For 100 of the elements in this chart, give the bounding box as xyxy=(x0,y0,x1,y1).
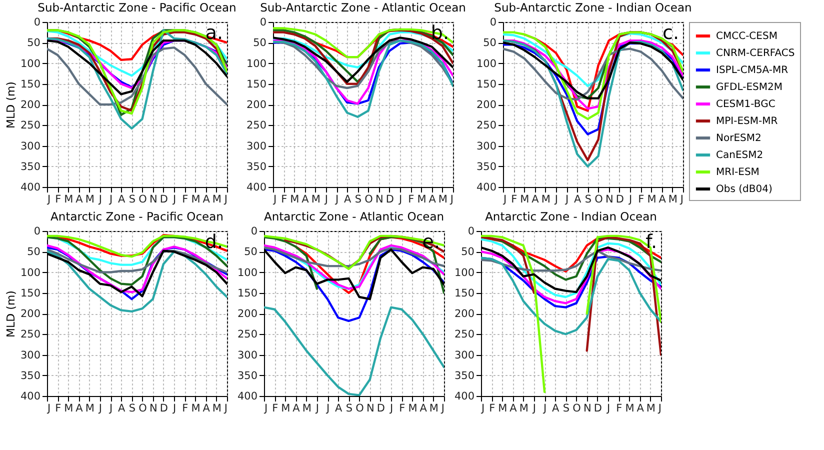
x-tick-label: J xyxy=(98,194,102,206)
x-tick-label: N xyxy=(583,402,592,414)
y-tick-label: 200 xyxy=(454,308,474,320)
x-tick-label: F xyxy=(511,194,518,206)
x-tick-label: J xyxy=(325,402,330,414)
y-tick-label: 100 xyxy=(20,266,40,279)
x-tick-label: J xyxy=(398,194,402,206)
line-series xyxy=(503,39,683,110)
x-tick-label: J xyxy=(272,194,277,206)
x-tick-label: J xyxy=(542,402,547,414)
x-tick-label: J xyxy=(334,194,339,206)
line-series xyxy=(47,248,227,274)
x-tick-label: M xyxy=(212,194,222,206)
legend-label: Obs (dB04) xyxy=(716,184,772,195)
x-tick-label: M xyxy=(498,402,508,414)
chart-title: Antarctic Zone - Indian Ocean xyxy=(485,210,657,224)
x-tick-label: A xyxy=(428,194,437,206)
x-tick-label: M xyxy=(281,402,290,414)
legend-label: NorESM2 xyxy=(716,133,762,144)
y-axis-title: MLD (m) xyxy=(4,290,18,338)
x-tick-label: J xyxy=(657,402,662,414)
x-tick-label: M xyxy=(191,194,200,206)
x-tick-label: F xyxy=(182,194,188,206)
legend-label: CNRM-CERFACS xyxy=(716,48,795,59)
y-tick-label: 0 xyxy=(490,16,496,28)
x-tick-label: J xyxy=(264,402,268,414)
x-tick-label: F xyxy=(489,402,496,414)
y-tick-label: 0 xyxy=(34,16,40,28)
x-tick-label: D xyxy=(160,402,168,414)
y-tick-label: 350 xyxy=(20,160,40,173)
y-tick-label: 0 xyxy=(468,226,474,238)
x-tick-label: M xyxy=(85,194,94,206)
chart-title: Antarctic Zone - Pacific Ocean xyxy=(50,210,224,224)
y-tick-label: 150 xyxy=(476,78,496,90)
x-tick-label: F xyxy=(55,402,62,414)
x-tick-label: O xyxy=(594,194,603,206)
x-tick-label: F xyxy=(408,194,414,206)
x-tick-label: A xyxy=(636,402,645,414)
y-tick-label: 300 xyxy=(454,349,474,362)
x-tick-label: A xyxy=(76,402,84,414)
x-tick-label: O xyxy=(364,194,373,206)
y-tick-label: 250 xyxy=(246,120,266,132)
y-tick-label: 150 xyxy=(237,287,258,300)
y-tick-label: 400 xyxy=(20,182,40,194)
x-tick-label: O xyxy=(138,194,147,206)
y-tick-label: 400 xyxy=(20,390,40,402)
x-tick-label: O xyxy=(356,402,364,414)
x-tick-label: S xyxy=(562,402,570,414)
x-tick-label: A xyxy=(532,194,540,206)
y-tick-label: 250 xyxy=(476,120,496,132)
line-series xyxy=(264,248,444,322)
x-tick-label: F xyxy=(182,402,188,414)
y-tick-label: 400 xyxy=(476,182,496,194)
y-tick-label: 250 xyxy=(20,328,40,341)
y-tick-label: 50 xyxy=(483,37,496,50)
x-tick-label: A xyxy=(552,402,560,414)
y-tick-label: 150 xyxy=(246,78,266,90)
x-tick-label: J xyxy=(46,402,51,414)
y-axis-title: MLD (m) xyxy=(4,82,18,128)
x-tick-label: M xyxy=(541,194,550,206)
x-tick-label: J xyxy=(502,194,507,206)
x-tick-label: M xyxy=(438,194,448,206)
y-tick-label: 100 xyxy=(246,58,266,70)
x-tick-label: A xyxy=(302,194,310,206)
x-tick-label: S xyxy=(128,402,136,414)
x-tick-label: A xyxy=(118,402,126,414)
y-tick-label: 350 xyxy=(454,370,474,382)
x-tick-label: F xyxy=(399,402,406,414)
x-tick-label: J xyxy=(532,402,536,414)
x-tick-label: N xyxy=(149,194,158,206)
y-tick-label: 0 xyxy=(250,226,258,238)
x-tick-label: A xyxy=(202,402,211,414)
x-tick-label: D xyxy=(376,402,386,414)
x-tick-label: J xyxy=(108,194,113,206)
x-tick-label: M xyxy=(311,194,320,206)
y-tick-label: 100 xyxy=(476,58,496,70)
y-tick-label: 350 xyxy=(237,370,258,382)
y-tick-label: 200 xyxy=(20,308,40,320)
y-tick-label: 400 xyxy=(246,182,266,194)
y-tick-label: 0 xyxy=(34,226,40,238)
x-tick-label: M xyxy=(191,402,200,414)
x-tick-label: M xyxy=(64,402,74,414)
line-series xyxy=(47,250,227,313)
x-tick-label: M xyxy=(290,194,300,206)
x-tick-label: M xyxy=(429,402,438,414)
y-tick-label: 400 xyxy=(237,390,258,402)
chart-title: Sub-Antarctic Zone - Atlantic Ocean xyxy=(260,0,466,14)
y-tick-label: 300 xyxy=(20,140,40,152)
line-series xyxy=(481,250,661,272)
y-tick-label: 150 xyxy=(20,287,40,300)
x-tick-label: M xyxy=(302,402,312,414)
y-tick-label: 300 xyxy=(20,349,40,362)
x-tick-label: F xyxy=(281,194,288,206)
x-tick-label: N xyxy=(375,194,384,206)
x-tick-label: M xyxy=(668,194,678,206)
y-tick-label: 100 xyxy=(454,266,474,279)
x-tick-label: M xyxy=(85,402,94,414)
chart-title: Sub-Antarctic Zone - Pacific Ocean xyxy=(38,0,236,14)
x-tick-label: S xyxy=(128,194,136,206)
x-tick-label: A xyxy=(335,402,344,414)
